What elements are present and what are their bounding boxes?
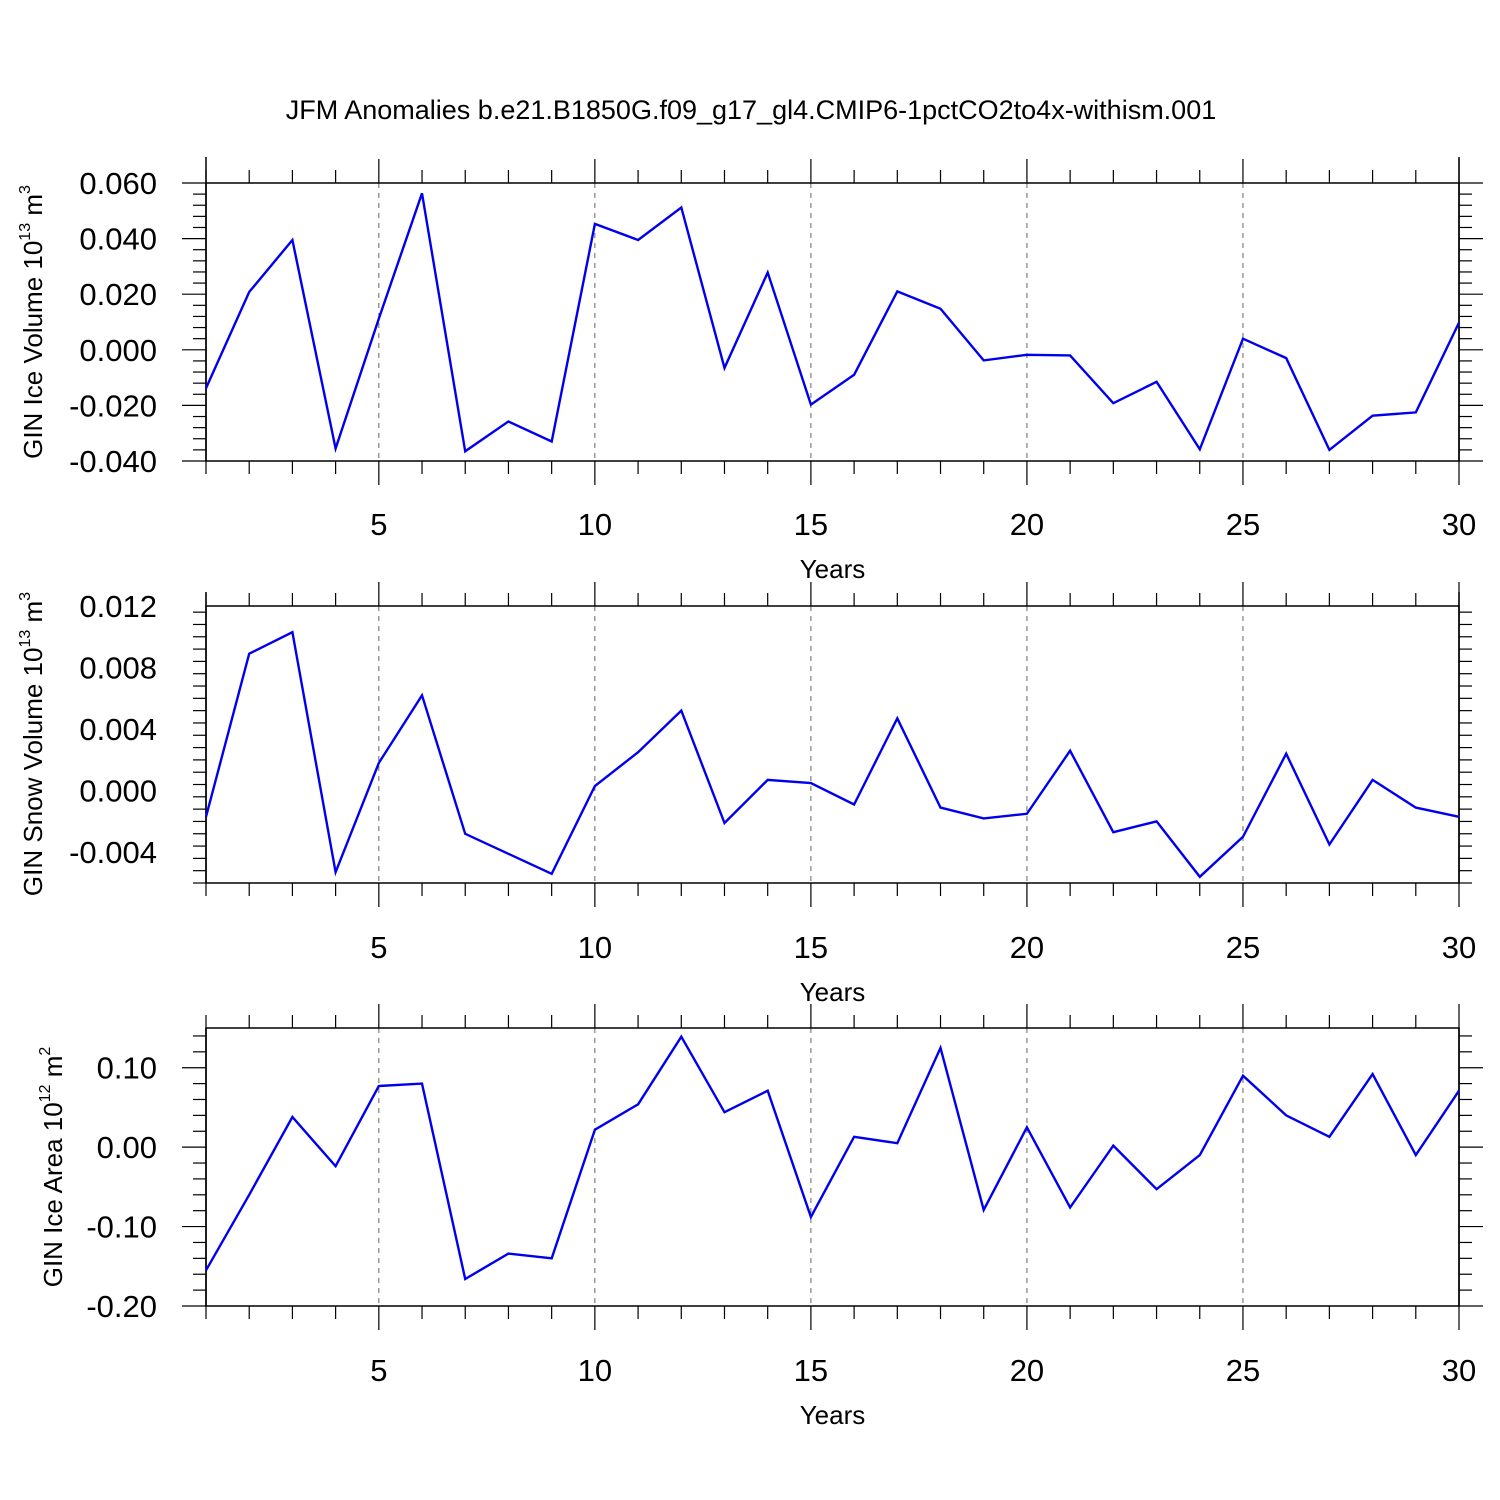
x-tick-label: 15: [794, 507, 828, 542]
x-axis-title: Years: [800, 1400, 866, 1430]
panel-1: 5 10 15 20 25 30 -0.040 -0.020 0.000 0.020 0.040 0.…: [17, 157, 1483, 584]
y-tick-label: 0.008: [79, 651, 157, 686]
chart-title: JFM Anomalies b.e21.B1850G.f09_g17_gl4.C…: [286, 95, 1217, 125]
x-tick-label: 20: [1010, 1353, 1044, 1388]
y-tick-label: 0.020: [79, 277, 157, 312]
x-tick-label: 25: [1226, 1353, 1260, 1388]
series-line: [204, 192, 1461, 454]
y-tick-label: 0.012: [79, 589, 157, 624]
x-tick-label: 10: [578, 930, 612, 965]
x-axis-title: Years: [800, 977, 866, 1007]
y-tick-label: -0.040: [69, 444, 157, 479]
x-tick-label: 25: [1226, 930, 1260, 965]
x-tick-label: 25: [1226, 507, 1260, 542]
y-tick-label: 0.040: [79, 222, 157, 257]
y-tick-label: -0.020: [69, 388, 157, 423]
x-tick-label: 15: [794, 1353, 828, 1388]
y-tick-label: 0.004: [79, 712, 157, 747]
x-tick-label: 5: [370, 930, 387, 965]
x-tick-label: 10: [578, 1353, 612, 1388]
series-line: [204, 630, 1460, 879]
y-tick-label: -0.004: [69, 835, 157, 870]
x-tick-label: 30: [1442, 930, 1476, 965]
series-line: [204, 1034, 1460, 1281]
x-tick-label: 30: [1442, 1353, 1476, 1388]
x-tick-label: 15: [794, 930, 828, 965]
plot-frame: [205, 182, 1460, 462]
x-tick-label: 5: [370, 1353, 387, 1388]
x-axis-title: Years: [800, 554, 866, 584]
y-tick-label: -0.20: [86, 1289, 157, 1324]
y-axis-title: GIN Ice Volume 1013 m3: [17, 185, 48, 459]
y-axis-title: GIN Snow Volume 1013 m3: [17, 592, 48, 896]
y-tick-label: 0.10: [97, 1051, 157, 1086]
x-tick-label: 20: [1010, 930, 1044, 965]
panel-2: 5 10 15 20 25 30 -0.004 0.000 0.004 0.008 0.012 Yea…: [17, 582, 1476, 1007]
y-tick-label: -0.10: [86, 1210, 157, 1245]
x-tick-label: 20: [1010, 507, 1044, 542]
x-tick-label: 10: [578, 507, 612, 542]
plot-frame: [205, 605, 1460, 884]
plot-frame: [205, 1027, 1460, 1307]
panel-3: 5 10 15 20 25 30 -0.20 -0.10 0.00 0.10 Years GIN Ic…: [37, 1004, 1483, 1430]
y-tick-label: 0.000: [79, 333, 157, 368]
y-tick-label: 0.00: [97, 1130, 157, 1165]
y-tick-label: 0.060: [79, 166, 157, 201]
x-tick-label: 5: [370, 507, 387, 542]
panels: 5 10 15 20 25 30 -0.040 -0.020 0.000 0.020 0.040 0.…: [17, 157, 1483, 1430]
y-axis-title: GIN Ice Area 1012 m2: [37, 1047, 68, 1288]
y-tick-label: 0.000: [79, 774, 157, 809]
x-tick-label: 30: [1442, 507, 1476, 542]
